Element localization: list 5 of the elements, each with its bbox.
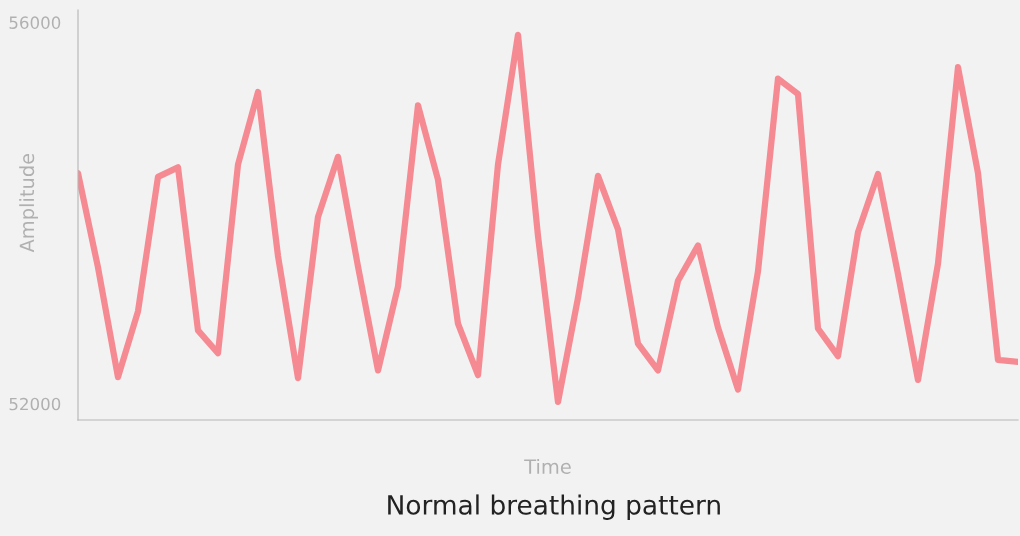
y-axis-title: Amplitude [19, 153, 38, 253]
text: Normal breathing pattern [388, 494, 720, 520]
y-tick-label: 56000 [9, 16, 61, 29]
y-tick-label: 52000 [9, 397, 61, 411]
x-axis-title: Time [524, 458, 571, 474]
